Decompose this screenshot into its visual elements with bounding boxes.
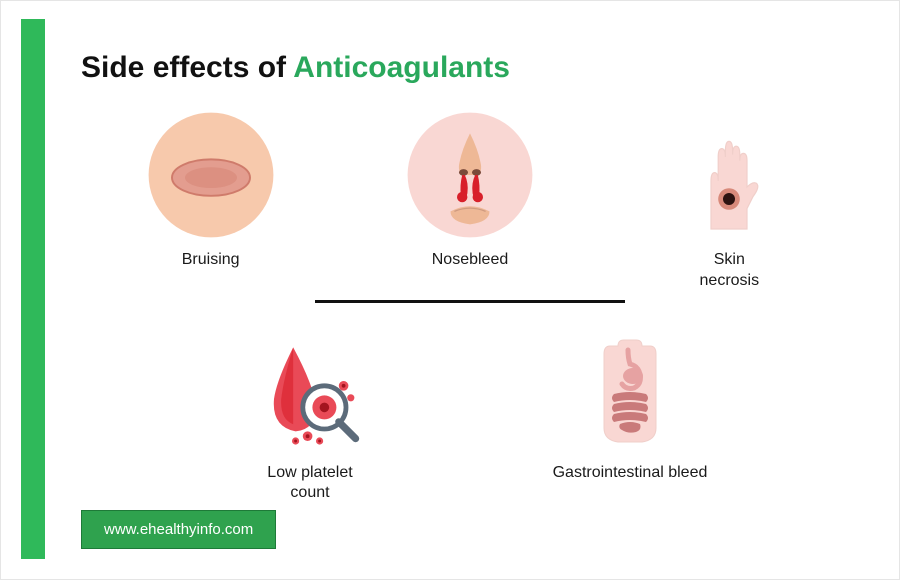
- section-divider: [315, 300, 625, 303]
- page-title: Side effects of Anticoagulants: [81, 51, 859, 85]
- item-bruising: Bruising: [111, 110, 311, 271]
- hand-necrosis-icon: [664, 110, 794, 240]
- gi-tract-icon: [575, 333, 685, 453]
- item-low-platelet: Low platelet count: [210, 333, 410, 505]
- item-skin-necrosis: Skin necrosis: [629, 110, 829, 292]
- title-prefix: Side effects of: [81, 51, 293, 84]
- item-label: Low platelet count: [267, 463, 352, 505]
- item-label: Nosebleed: [432, 250, 509, 271]
- item-gi-bleed: Gastrointestinal bleed: [530, 333, 730, 484]
- items-row-top: Bruising Nosebleed: [81, 110, 859, 292]
- item-label: Skin necrosis: [700, 250, 760, 292]
- item-label: Bruising: [182, 250, 240, 271]
- bruise-icon: [146, 110, 276, 240]
- item-nosebleed: Nosebleed: [370, 110, 570, 271]
- source-link-text: www.ehealthyinfo.com: [104, 521, 253, 538]
- accent-sidebar: [21, 19, 45, 559]
- nosebleed-icon: [405, 110, 535, 240]
- blood-drop-icon: [250, 333, 370, 453]
- title-accent: Anticoagulants: [293, 51, 510, 84]
- items-row-bottom: Low platelet count Gastrointestinal blee…: [81, 333, 859, 505]
- content-area: Side effects of Anticoagulants Bruising: [81, 51, 859, 549]
- source-link[interactable]: www.ehealthyinfo.com: [81, 510, 276, 549]
- item-label: Gastrointestinal bleed: [553, 463, 708, 484]
